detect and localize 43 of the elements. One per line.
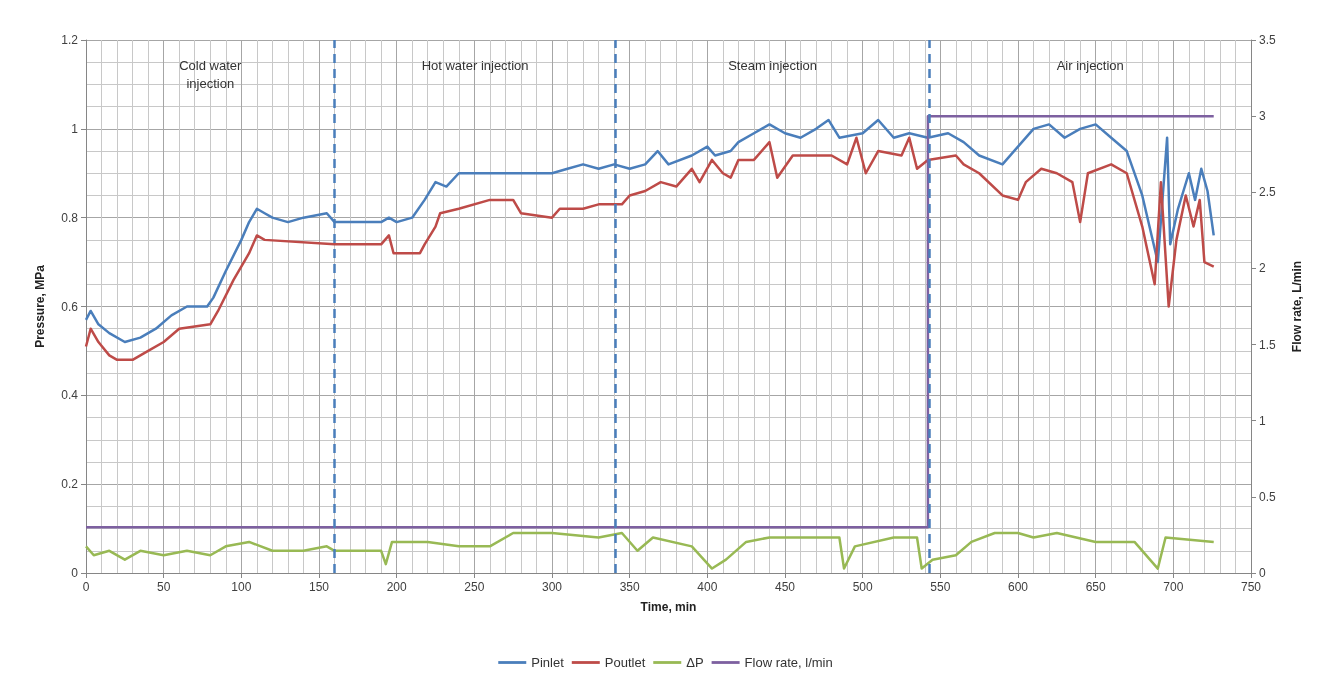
x-tick-label: 500 (852, 580, 873, 594)
x-tick-label: 250 (464, 580, 485, 594)
legend-label: Flow rate, l/min (744, 655, 833, 670)
y-tick-label: 0.4 (61, 388, 79, 403)
x-tick-label: 600 (1007, 580, 1029, 594)
y2-tick-label: 0 (1259, 566, 1266, 580)
y-axis-title: Pressure, MPa (33, 264, 47, 348)
y-tick-label: 0 (71, 566, 79, 580)
y2-tick-label: 0.5 (1259, 489, 1277, 504)
x-tick-label: 400 (697, 580, 718, 594)
y2-tick-label: 1.5 (1259, 337, 1277, 352)
y2-tick-label: 3.5 (1259, 33, 1277, 47)
y2-axis-title: Flow rate, L/min (1290, 260, 1304, 353)
y2-tick-label: 1 (1259, 413, 1266, 428)
y-tick-label: 0.8 (61, 210, 79, 225)
x-axis-title: Time, min (640, 600, 697, 614)
y-tick-label: 0.6 (61, 299, 79, 314)
y-tick-label: 0.2 (61, 477, 79, 492)
x-tick-label: 200 (386, 580, 407, 594)
legend-label: Poutlet (604, 655, 646, 670)
x-tick-label: 350 (619, 580, 640, 594)
line-series (84, 531, 1215, 570)
y-tick-label: 1 (71, 121, 79, 136)
x-tick-label: 700 (1163, 580, 1184, 594)
legend-label: ΔP (686, 655, 704, 670)
x-tick-label: 100 (231, 580, 252, 594)
x-tick-label: 550 (930, 580, 951, 594)
x-tick-label: 300 (541, 580, 563, 594)
x-tick-label: 0 (82, 580, 90, 594)
y-tick-label: 1.2 (61, 33, 79, 47)
y2-tick-label: 2 (1259, 261, 1266, 276)
annotation: Steam injection (728, 57, 818, 73)
y2-tick-label: 2.5 (1259, 185, 1277, 200)
legend-label: Pinlet (531, 655, 565, 670)
x-tick-label: 650 (1085, 580, 1106, 594)
y2-tick-label: 3 (1259, 109, 1266, 124)
x-tick-label: 750 (1240, 580, 1262, 594)
annotation: Air injection (1056, 57, 1124, 73)
annotation: Cold water injection (179, 57, 242, 91)
annotation: Hot water injection (421, 57, 529, 73)
x-tick-label: 50 (156, 580, 171, 594)
x-tick-label: 450 (774, 580, 796, 594)
x-tick-label: 150 (308, 580, 330, 594)
